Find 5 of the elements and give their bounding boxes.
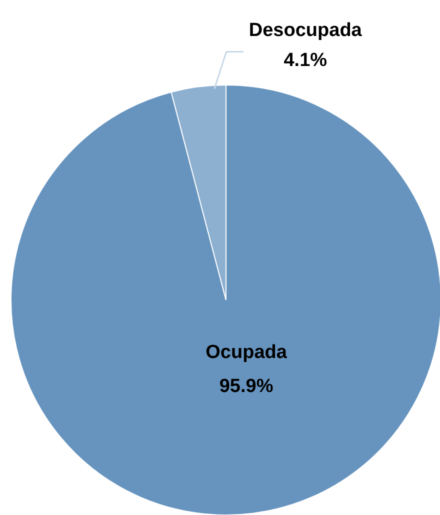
pie-slice xyxy=(10,84,440,515)
data-label: 4.1% xyxy=(284,50,328,71)
slice-label: Ocupada xyxy=(206,342,288,363)
slice-label: Desocupada xyxy=(248,20,362,41)
data-label: 95.9% xyxy=(219,376,274,397)
